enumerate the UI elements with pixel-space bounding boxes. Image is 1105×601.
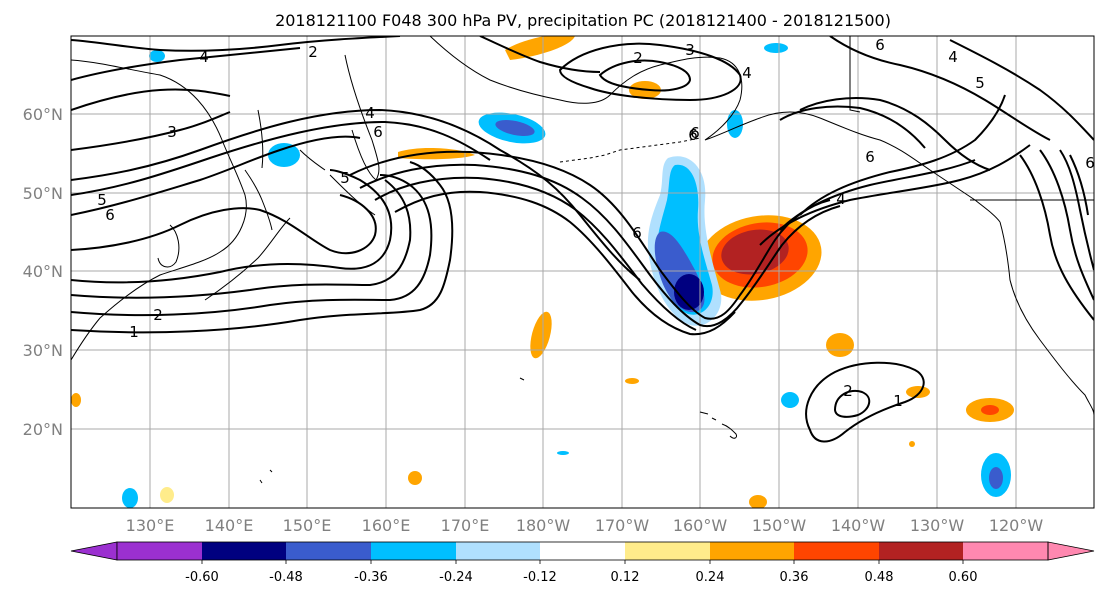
contour-label: 5 [340,169,350,187]
contour-label: 6 [865,148,875,166]
lon-label: 160°E [362,516,411,535]
contour-label: 2 [153,306,163,324]
colorbar-tick-label: 0.48 [865,570,894,585]
lon-label: 160°W [673,516,728,535]
lat-label: 30°N [23,341,63,360]
lon-label: 140°E [205,516,254,535]
contour-label: 4 [199,48,209,66]
contour-label: 6 [373,123,383,141]
colorbar-segment [540,542,625,560]
lon-label: 180°W [516,516,571,535]
contour-label: 2 [843,382,853,400]
colorbar-extend-high [1047,541,1095,561]
colorbar-tick-label: 0.12 [611,570,640,585]
contour-label: 2 [633,49,643,67]
contour-label: 4 [948,48,958,66]
coastlines [71,36,1094,484]
lon-label: 140°W [831,516,886,535]
contour-label: 5 [975,74,985,92]
colorbar-segment [202,542,286,560]
latitude-labels: 60°N 50°N 40°N 30°N 20°N [23,105,63,439]
colorbar-segment [879,542,963,560]
colorbar-tick-label: -0.36 [354,570,388,585]
lon-label: 120°W [989,516,1044,535]
lat-label: 50°N [23,184,63,203]
colorbar-tick-label: -0.12 [523,570,557,585]
colorbar-segment [794,542,879,560]
colorbar-tick-label: -0.24 [439,570,473,585]
contour-label: 6 [632,224,642,242]
lon-label: 130°E [126,516,175,535]
colorbar-tick-label: -0.48 [269,570,303,585]
colorbar-segment [963,542,1048,560]
colorbar-tick-label: 0.24 [696,570,725,585]
map-frame [70,35,1095,509]
colorbar-segment [456,542,540,560]
contour-label: 4 [836,190,846,208]
lat-label: 40°N [23,262,63,281]
precipitation-shading [71,36,1014,508]
contour-label: 3 [167,123,177,141]
graticule [71,36,1094,508]
lon-label: 130°W [910,516,965,535]
longitude-labels: 130°E 140°E 150°E 160°E 170°E 180°W 170°… [126,516,1044,535]
contour-label: 1 [893,392,903,410]
map-title: 2018121100 F048 300 hPa PV, precipitatio… [275,11,891,30]
lon-label: 150°W [752,516,807,535]
colorbar-tick-label: 0.36 [780,570,809,585]
lat-label: 20°N [23,420,63,439]
colorbar-tick-label: -0.60 [185,570,219,585]
contour-label: 5 [97,191,107,209]
colorbar-segment [710,542,794,560]
colorbar: -0.60 -0.48 -0.36 -0.24 -0.12 0.12 0.24 … [70,541,1095,585]
colorbar-tick-label: 0.60 [949,570,978,585]
pv-contours [71,36,1094,443]
colorbar-segment [117,542,202,560]
lon-label: 170°W [595,516,650,535]
contour-label: 6 [688,126,698,144]
contour-label: 6 [1085,154,1095,172]
colorbar-segment [625,542,710,560]
lon-label: 170°E [441,516,490,535]
contour-label: 2 [308,43,318,61]
contour-label: 6 [105,206,115,224]
contour-label: 6 [690,124,700,142]
contour-label: 3 [685,41,695,59]
contour-labels: 2 4 3 2 3 4 4 6 6 5 6 5 6 1 2 6 4 4 6 5 … [97,36,1095,410]
lon-label: 150°E [283,516,332,535]
colorbar-segment [371,542,456,560]
contour-label: 4 [742,64,752,82]
contour-label: 6 [875,36,885,54]
colorbar-segment [286,542,371,560]
colorbar-extend-low [70,541,118,561]
contour-label: 4 [365,104,375,122]
contour-label: 1 [129,323,139,341]
lat-label: 60°N [23,105,63,124]
